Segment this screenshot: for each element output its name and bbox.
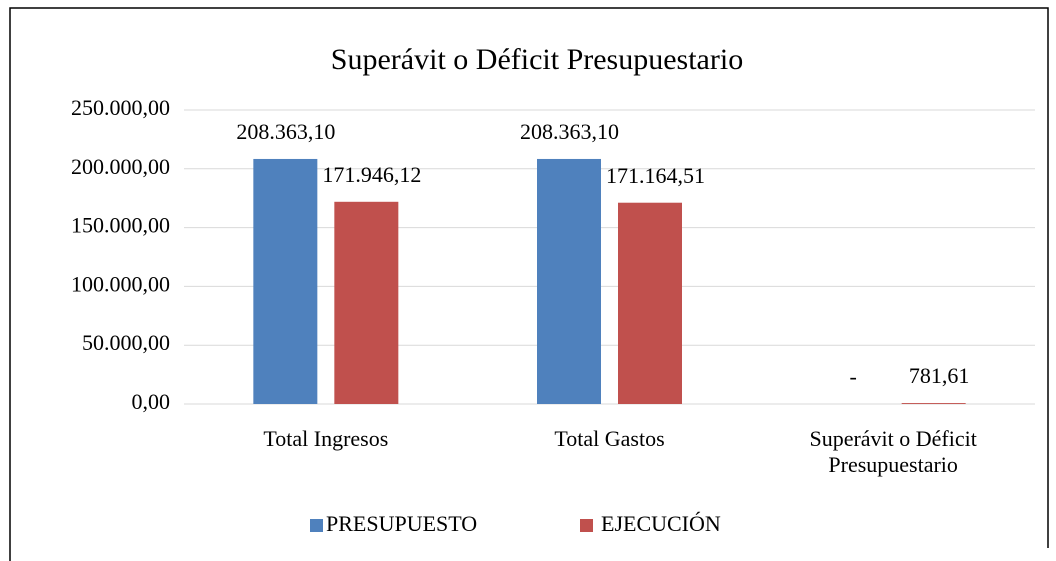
y-tick-label: 0,00	[132, 389, 171, 414]
x-tick-label-box: Total Ingresos	[263, 426, 389, 451]
bar	[253, 158, 318, 404]
x-tick-label-box: Total Gastos	[554, 426, 665, 451]
legend-label: PRESUPUESTO	[326, 511, 477, 536]
data-label: 208.363,10	[236, 119, 335, 144]
x-tick-label: Total Ingresos	[263, 426, 389, 451]
bar	[618, 202, 682, 404]
x-tick-label: Superávit o Déficit Presupuestario	[809, 426, 977, 477]
y-tick-label: 50.000,00	[82, 330, 170, 355]
data-label: 781,61	[909, 363, 970, 388]
chart-frame	[9, 7, 1049, 561]
legend-swatch	[310, 519, 323, 532]
y-tick-label: 250.000,00	[71, 95, 170, 120]
x-tick-label-box: Superávit o Déficit Presupuestario	[809, 426, 977, 477]
bar	[334, 201, 399, 404]
y-tick-label: 100.000,00	[71, 271, 170, 296]
x-tick-label: Total Gastos	[554, 426, 665, 451]
data-label: -	[850, 364, 857, 389]
y-tick-label: 150.000,00	[71, 213, 170, 238]
data-label: 208.363,10	[520, 119, 619, 144]
y-tick-label: 200.000,00	[71, 154, 170, 179]
bar	[537, 158, 601, 404]
legend-label: EJECUCIÓN	[601, 511, 721, 536]
chart-title: Superávit o Déficit Presupuestario	[331, 43, 743, 76]
data-label: 171.946,12	[322, 162, 421, 187]
legend-swatch	[580, 519, 593, 532]
data-label: 171.164,51	[606, 163, 705, 188]
bar	[901, 403, 966, 404]
